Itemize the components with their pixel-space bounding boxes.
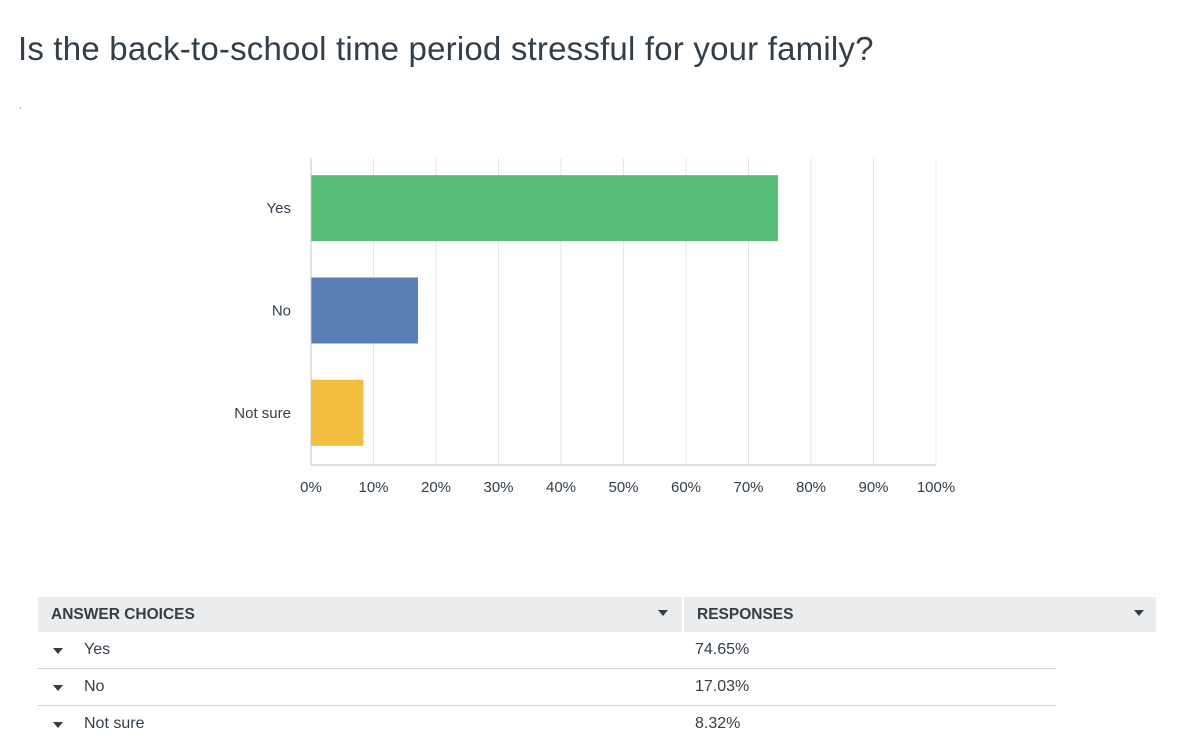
bar-no — [311, 277, 418, 344]
table-row: No 17.03% — [38, 669, 1156, 706]
decorative-mark: , — [19, 100, 22, 110]
category-label: Yes — [267, 200, 291, 217]
bar-chart: 0% 10% 20% 30% 40% 50% 60% 70% 80% 90% 100% Yes No No… — [234, 158, 955, 496]
x-tick-label: 30% — [483, 479, 513, 496]
caret-down-icon[interactable] — [53, 648, 63, 654]
caret-down-icon[interactable] — [53, 685, 63, 691]
question-title: Is the back-to-school time period stress… — [18, 30, 874, 67]
x-tick-label: 20% — [421, 479, 451, 496]
bar-yes — [311, 175, 779, 242]
responses-header[interactable]: RESPONSES — [682, 597, 1156, 632]
table-row: Yes 74.65% — [38, 632, 1156, 669]
responses-table: ANSWER CHOICES RESPONSES Yes 74.65% No 1… — [38, 597, 1156, 743]
x-tick-label: 80% — [796, 479, 826, 496]
category-label: Not sure — [234, 405, 291, 422]
table-header: ANSWER CHOICES RESPONSES — [38, 597, 1156, 632]
x-tick-label: 70% — [733, 479, 763, 496]
x-tick-label: 50% — [608, 479, 638, 496]
x-tick-label: 0% — [300, 479, 322, 496]
bar-not-sure — [311, 379, 364, 446]
x-tick-label: 10% — [358, 479, 388, 496]
x-tick-label: 100% — [917, 479, 955, 496]
answer-choice: Yes — [84, 641, 111, 658]
caret-down-icon[interactable] — [53, 722, 63, 728]
category-label: No — [272, 303, 291, 320]
response-value: 8.32% — [695, 715, 741, 732]
answer-choices-header[interactable]: ANSWER CHOICES — [38, 597, 680, 632]
answer-choice: No — [84, 678, 105, 695]
x-tick-label: 40% — [546, 479, 576, 496]
responses-header-label: RESPONSES — [697, 606, 794, 623]
response-value: 17.03% — [695, 678, 750, 695]
row-divider — [38, 705, 1056, 706]
x-tick-label: 60% — [671, 479, 701, 496]
row-divider — [38, 668, 1056, 669]
chevron-down-icon[interactable] — [658, 610, 668, 616]
response-value: 74.65% — [695, 641, 750, 658]
x-tick-label: 90% — [858, 479, 888, 496]
answer-choice: Not sure — [84, 715, 145, 732]
table-row: Not sure 8.32% — [38, 706, 1156, 743]
chevron-down-icon[interactable] — [1134, 610, 1144, 616]
answer-choices-header-label: ANSWER CHOICES — [51, 606, 195, 623]
